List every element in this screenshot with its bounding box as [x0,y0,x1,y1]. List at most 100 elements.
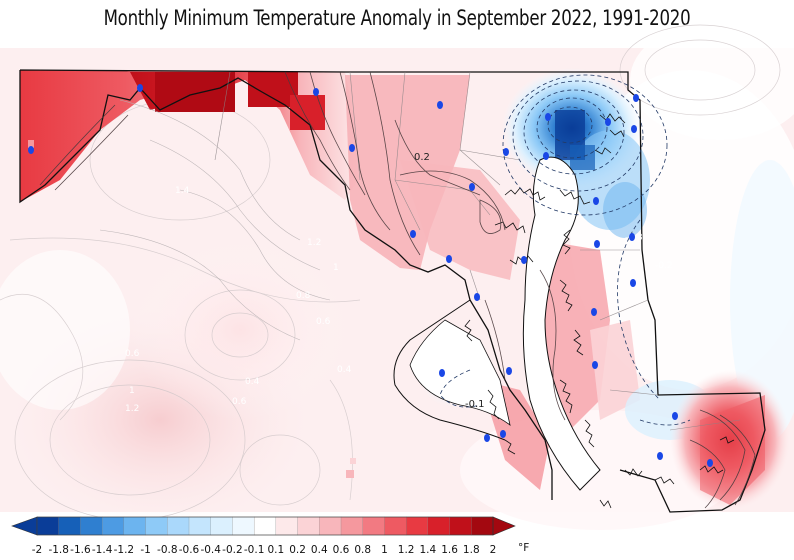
contour-label: -0.1 [465,399,485,410]
colorbar-tick-label: -1.2 [114,544,135,556]
colorbar-tick-label: 1.6 [441,544,458,556]
station-marker [446,255,452,263]
contour-label: 0.6 [232,397,247,407]
station-marker [630,279,636,287]
station-marker [545,113,551,121]
colorbar-swatch [471,516,494,536]
colorbar-tick-label: -0.4 [200,544,221,556]
colorbar-tick-label: 1.2 [398,544,415,556]
contour-label: 1.4 [175,186,190,196]
colorbar-swatch [188,516,212,536]
colorbar-unit: °F [518,542,529,554]
colorbar-swatch [275,516,299,536]
colorbar-swatch [319,516,342,536]
station-marker [543,152,549,160]
station-markers [28,84,713,467]
colorbar-tick-label: 0.8 [354,544,371,556]
colorbar-swatch [232,516,255,536]
colorbar-swatch [58,516,81,536]
colorbar-tick-label: 1.8 [463,544,480,556]
colorbar-swatch [123,516,147,536]
station-marker [633,94,639,102]
background-field [0,20,794,530]
colorbar-tick-label: 1.4 [420,544,437,556]
colorbar-arrow-low [11,516,38,536]
colorbar-swatch [297,516,320,536]
colorbar-tick-label: -1.6 [70,544,91,556]
contour-label: 0.8 [296,291,311,301]
station-marker [506,367,512,375]
contour-label: 0.6 [125,349,140,359]
station-marker [629,233,635,241]
colorbar-swatch [101,516,125,536]
colorbar-swatch [427,516,451,536]
colorbar-tick-label: -1.8 [48,544,69,556]
colorbar-swatch [384,516,407,536]
station-marker [28,146,34,154]
contour-label: 0.4 [245,377,260,387]
colorbar-swatch [253,516,277,536]
colorbar-tick-label: -1.4 [92,544,113,556]
shoreline-detail [464,113,735,509]
colorbar-tick-label: 1 [381,544,388,556]
contour-label: -0.2 [655,261,673,271]
colorbar: -2 -1.8 -1.6 -1.4 -1.2 -1 -0.8 -0.6 -0.4 -0.2 -0.1… [11,516,516,556]
contour-labels: 0.2 -0.1 1.4 1.2 1 0.8 0.6 0.6 0.4 0.4 0… [125,152,673,525]
contour-label: 0.6 [316,317,331,327]
station-marker [594,240,600,248]
contour-label: 1 [129,386,135,396]
colorbar-swatch [80,516,103,536]
station-marker [500,430,506,438]
colorbar-swatch [405,516,429,536]
colorbar-tick-label: 0.1 [268,544,285,556]
station-marker [631,125,637,133]
station-marker [503,148,509,156]
station-marker [313,88,319,96]
station-marker [672,412,678,420]
colorbar-swatch [340,516,364,536]
colorbar-tick-label: -0.8 [157,544,178,556]
colorbar-swatch [362,516,385,536]
station-marker [474,293,480,301]
colorbar-swatch [145,516,168,536]
colorbar-tick-label: 0.2 [289,544,306,556]
station-marker [591,308,597,316]
station-marker [437,101,443,109]
contour-label: 0.4 [337,365,352,375]
station-marker [657,452,663,460]
station-marker [484,434,490,442]
colorbar-tick-label: -0.2 [222,544,243,556]
colorbar-tick-label: 0.4 [311,544,328,556]
station-marker [707,459,713,467]
contour-label: 1.2 [307,238,321,248]
contour-label: 1.2 [125,404,139,414]
colorbar-swatch [449,516,472,536]
station-marker [521,256,527,264]
colorbar-tick-label: -1 [140,544,150,556]
colorbar-swatch [210,516,233,536]
station-marker [605,118,611,126]
station-marker [469,183,475,191]
contour-lines [39,71,756,509]
colorbar-tick-label: -0.6 [179,544,200,556]
station-marker [349,144,355,152]
colorbar-swatch [36,516,60,536]
contour-label: 0.2 [414,152,430,163]
colorbar-arrow-high [492,516,516,536]
colorbar-tick-label: 2 [490,544,497,556]
station-marker [592,361,598,369]
background-contours [0,24,781,521]
colorbar-tick-label: 0.6 [333,544,350,556]
station-marker [410,230,416,238]
map-title: Monthly Minimum Temperature Anomaly in S… [103,6,691,30]
station-marker [137,84,143,92]
contour-label: 1 [333,263,339,273]
chesapeake-bay [522,156,601,491]
potomac-river [393,299,506,441]
station-marker [593,197,599,205]
colorbar-tick-label: -0.1 [244,544,265,556]
southern-md-land [409,319,511,426]
station-marker [439,369,445,377]
